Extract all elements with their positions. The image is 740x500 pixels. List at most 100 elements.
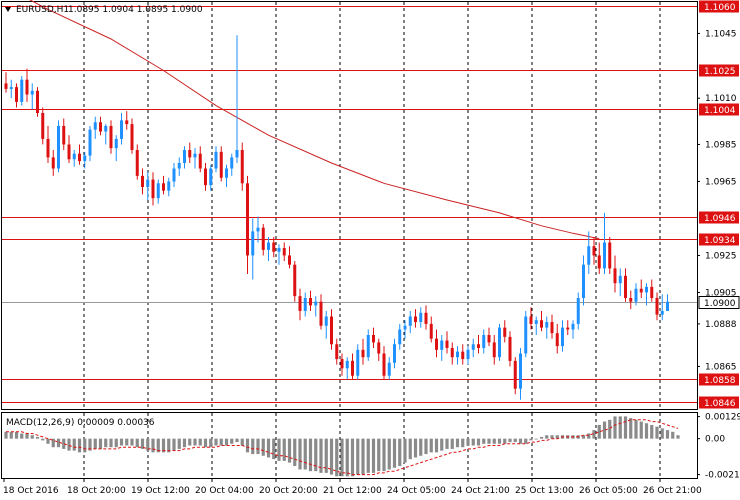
candle (513, 357, 517, 395)
candle (51, 150, 55, 176)
candle (477, 335, 480, 354)
candle (387, 357, 391, 380)
candle (309, 290, 312, 311)
macd-bar (182, 438, 187, 448)
candle (666, 294, 669, 311)
ma-line (29, 0, 600, 240)
candle-body (608, 242, 612, 269)
candle (356, 344, 360, 380)
macd-bar (487, 438, 491, 444)
macd-bar (293, 438, 297, 467)
price-tick-label: 1.1010 (705, 94, 737, 104)
candle (550, 314, 554, 339)
candle-body (540, 320, 543, 328)
macd-bar (366, 438, 370, 473)
candle-body (293, 264, 297, 297)
candle-body (645, 286, 648, 293)
candle (561, 320, 564, 352)
candle (639, 279, 643, 298)
candle-body (550, 322, 554, 334)
candle (67, 135, 71, 163)
candle (146, 172, 150, 200)
candle (230, 153, 234, 176)
candle (330, 309, 333, 350)
macd-bar (440, 438, 444, 451)
candle (240, 142, 244, 191)
macd-bar (377, 438, 381, 472)
macd-bar (629, 418, 633, 439)
candle-body (330, 316, 333, 345)
candle (303, 292, 307, 317)
macd-bar (371, 438, 376, 473)
candle-body (624, 275, 627, 298)
candle-body (83, 155, 87, 162)
candle-body (429, 323, 433, 339)
candle-body (555, 333, 559, 347)
candle-body (183, 150, 186, 163)
candle-body (498, 327, 501, 358)
candle (408, 310, 412, 334)
macd-bar (429, 438, 433, 453)
candle-body (167, 181, 171, 191)
candle-body (508, 336, 512, 361)
dropdown-triangle-icon[interactable] (5, 7, 11, 12)
candle (414, 309, 417, 328)
candle-body (639, 288, 643, 293)
candle (72, 150, 76, 167)
candle-body (335, 344, 339, 360)
macd-bar (177, 438, 181, 449)
macd-panel-frame (1, 412, 698, 479)
macd-bar (93, 438, 97, 449)
macd-bar (482, 438, 486, 444)
macd-bar (450, 438, 454, 449)
candle (99, 116, 102, 136)
candle-body (303, 298, 307, 311)
candle (372, 327, 375, 348)
candle-body (582, 264, 585, 298)
time-axis: 18 Oct 2016 18 Oct 20:00 19 Oct 12:00 20 Oc… (3, 478, 702, 496)
candle (508, 331, 512, 367)
candle-body (93, 122, 97, 130)
macd-bar (272, 438, 276, 460)
candle-body (655, 298, 659, 315)
candle-body (450, 347, 454, 358)
candle (214, 146, 218, 173)
macd-bar (408, 438, 412, 460)
candle (482, 329, 486, 354)
macd-tick-label: 0.00129 (705, 413, 740, 423)
time-tick-label: 18 Oct 2016 (3, 486, 59, 496)
candle (587, 231, 591, 274)
macd-bar (303, 438, 307, 470)
candle-body (130, 124, 134, 150)
candle-body (408, 316, 412, 326)
candle-body (629, 298, 633, 302)
macd-bar (434, 438, 439, 453)
macd-bar (56, 438, 61, 448)
macd-tick-label: -0.0021 (705, 471, 740, 481)
candle (15, 83, 18, 108)
candle-body (456, 351, 459, 358)
candle (256, 216, 260, 243)
macd-bar (655, 426, 659, 439)
candle (293, 261, 297, 302)
candle-body (324, 316, 328, 326)
candle (272, 236, 276, 258)
level-tag (699, 211, 739, 224)
candle (172, 162, 176, 187)
candle (629, 290, 633, 310)
candle-body (477, 344, 480, 348)
candle (225, 164, 228, 187)
time-tick-label: 20 Oct 04:00 (195, 486, 254, 496)
candle (235, 35, 239, 163)
candle (78, 144, 81, 165)
macd-bar (35, 436, 40, 439)
macd-bar (67, 438, 71, 451)
macd-bar (51, 438, 55, 448)
price-tick-label: 1.0888 (705, 320, 737, 330)
macd-bar (266, 438, 271, 458)
candle-body (256, 227, 260, 232)
candle-body (492, 342, 496, 358)
candle-body (356, 349, 360, 376)
candle-body (529, 316, 533, 324)
